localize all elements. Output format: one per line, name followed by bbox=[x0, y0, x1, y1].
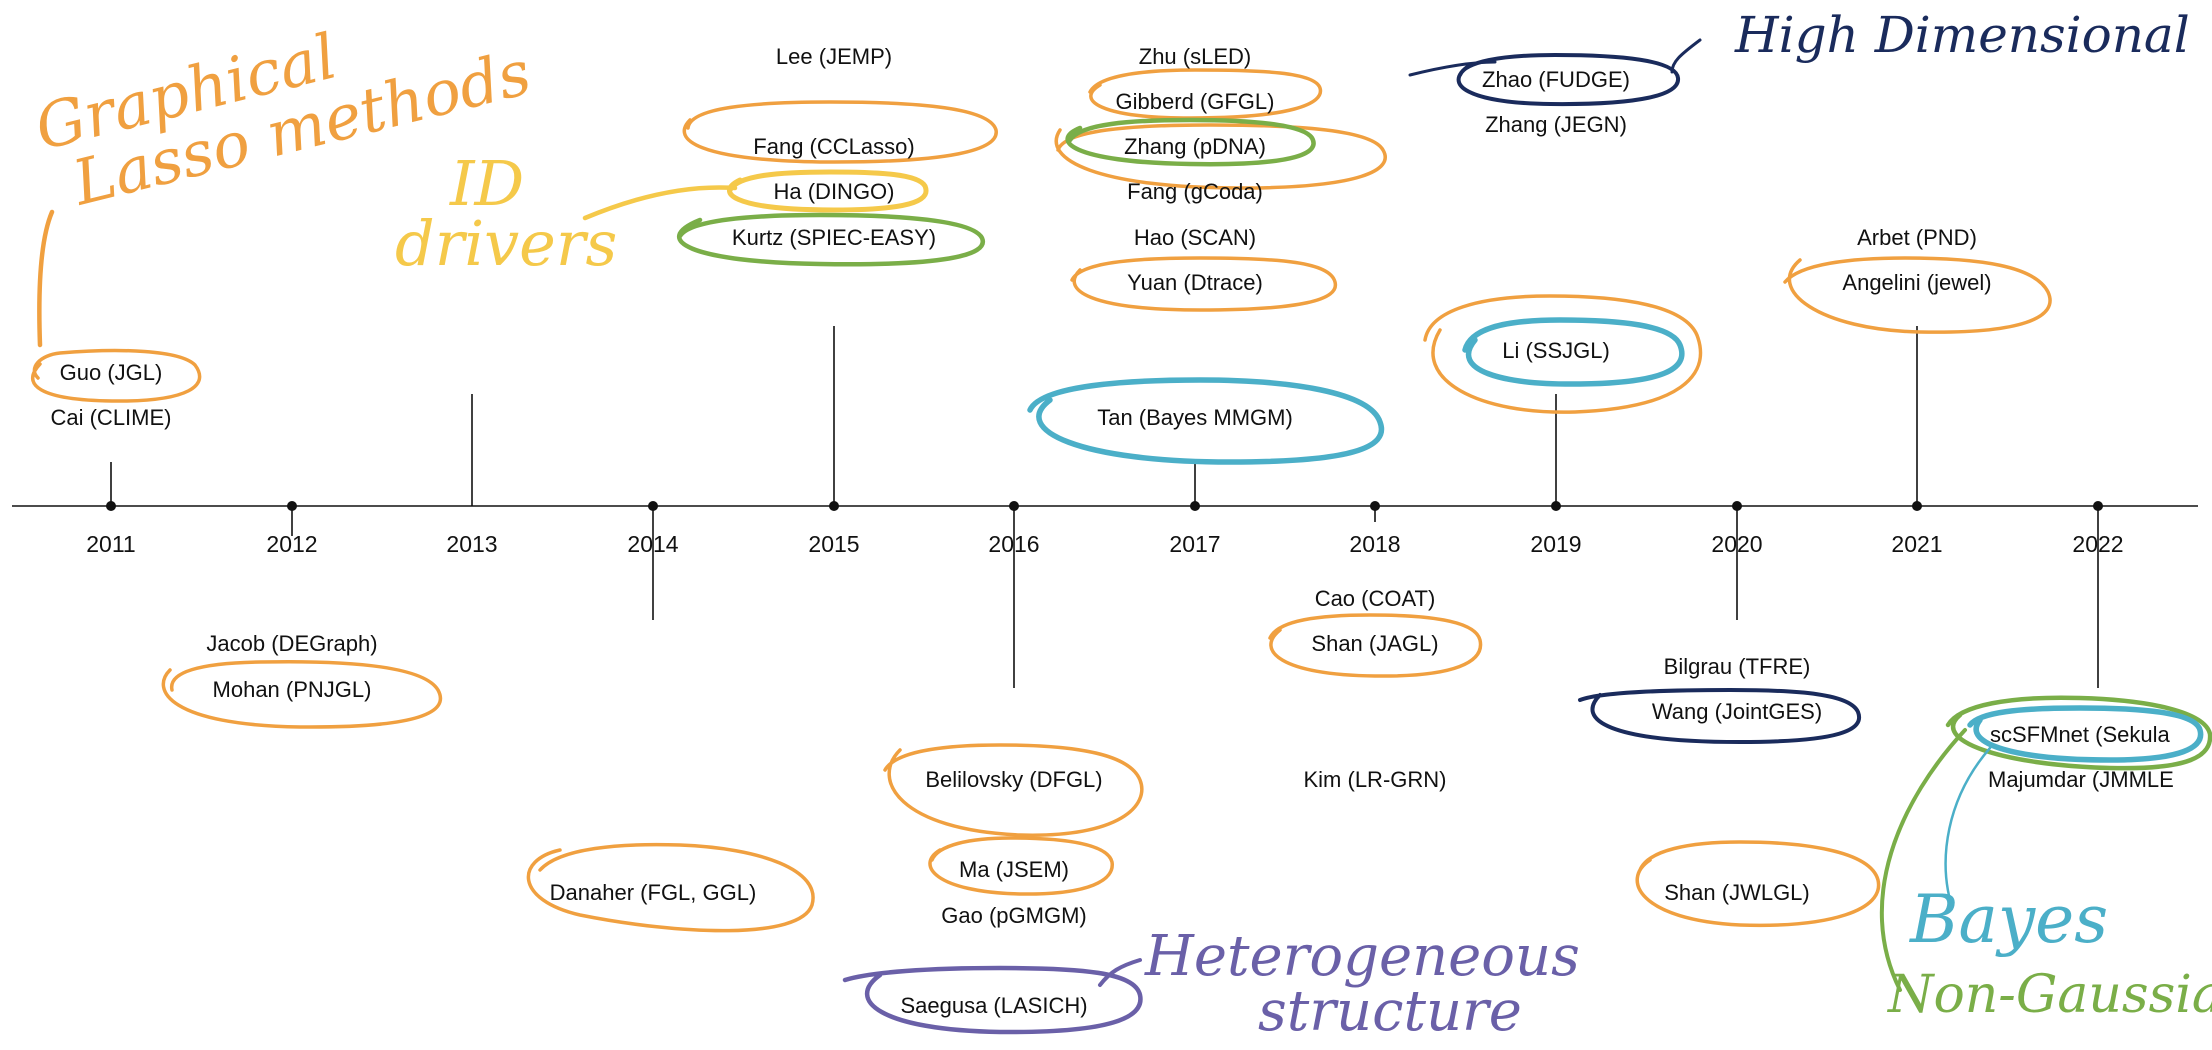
year-label: 2021 bbox=[1891, 531, 1942, 557]
paper-label: Gao (pGMGM) bbox=[941, 903, 1086, 928]
dot-2021 bbox=[1912, 501, 1922, 511]
connector-bayes-blue bbox=[1946, 748, 1990, 900]
paper-label: Zhang (JEGN) bbox=[1485, 112, 1627, 137]
paper-label: Kurtz (SPIEC-EASY) bbox=[732, 225, 936, 250]
year-label: 2014 bbox=[627, 531, 678, 557]
paper-label: Guo (JGL) bbox=[60, 360, 163, 385]
paper-label: Mohan (PNJGL) bbox=[213, 677, 372, 702]
dot-2022 bbox=[2093, 501, 2103, 511]
paper-label: Ha (DINGO) bbox=[774, 179, 895, 204]
year-label: 2011 bbox=[86, 531, 135, 557]
paper-label: Angelini (jewel) bbox=[1842, 270, 1991, 295]
paper-label: Shan (JWLGL) bbox=[1664, 880, 1810, 905]
paper-label: Wang (JointGES) bbox=[1652, 699, 1822, 724]
paper-label: Ma (JSEM) bbox=[959, 857, 1069, 882]
year-label: 2016 bbox=[988, 531, 1039, 557]
paper-label: Cai (CLIME) bbox=[50, 405, 171, 430]
year-label: 2020 bbox=[1711, 531, 1762, 557]
year-label: 2013 bbox=[446, 531, 497, 557]
paper-label: Zhang (pDNA) bbox=[1124, 134, 1266, 159]
dot-2018 bbox=[1370, 501, 1380, 511]
paper-label: Yuan (Dtrace) bbox=[1127, 270, 1263, 295]
dot-2011 bbox=[106, 501, 116, 511]
paper-label: Tan (Bayes MMGM) bbox=[1097, 405, 1293, 430]
dot-2015 bbox=[829, 501, 839, 511]
paper-label: Cao (COAT) bbox=[1315, 586, 1436, 611]
paper-label: Zhao (FUDGE) bbox=[1482, 67, 1630, 92]
year-label: 2019 bbox=[1530, 531, 1581, 557]
year-label: 2018 bbox=[1349, 531, 1400, 557]
dot-2017 bbox=[1190, 501, 1200, 511]
dot-2016 bbox=[1009, 501, 1019, 511]
paper-label: Bilgrau (TFRE) bbox=[1664, 654, 1811, 679]
year-label: 2022 bbox=[2072, 531, 2123, 557]
annotation-id-drivers-2: drivers bbox=[395, 207, 617, 280]
paper-label: Lee (JEMP) bbox=[776, 44, 892, 69]
paper-label: Majumdar (JMMLE bbox=[1988, 767, 2174, 792]
annotation-non-gaussian: Non-Gaussian bbox=[1886, 965, 2212, 1025]
year-labels: 2011 2012 2013 2014 2015 2016 2017 2018 … bbox=[86, 531, 2123, 557]
paper-label: Zhu (sLED) bbox=[1139, 44, 1251, 69]
annotation-bayes: Bayes bbox=[1909, 881, 2108, 958]
paper-label: Jacob (DEGraph) bbox=[206, 631, 377, 656]
dot-2014 bbox=[648, 501, 658, 511]
year-label: 2017 bbox=[1169, 531, 1220, 557]
paper-label: Hao (SCAN) bbox=[1134, 225, 1256, 250]
paper-label: Saegusa (LASICH) bbox=[900, 993, 1087, 1018]
year-stems bbox=[111, 326, 2098, 688]
year-label: 2012 bbox=[266, 531, 317, 557]
annotation-high-dimensional: High Dimensional bbox=[1734, 6, 2190, 64]
paper-label: Shan (JAGL) bbox=[1311, 631, 1438, 656]
paper-label: Danaher (FGL, GGL) bbox=[550, 880, 757, 905]
paper-label: Gibberd (GFGL) bbox=[1116, 89, 1275, 114]
dot-2012 bbox=[287, 501, 297, 511]
paper-label: Fang (gCoda) bbox=[1127, 179, 1263, 204]
paper-label: scSFMnet (Sekula bbox=[1990, 722, 2170, 747]
connector-graphical-lasso bbox=[39, 212, 52, 345]
paper-label: Kim (LR-GRN) bbox=[1304, 767, 1447, 792]
year-label: 2015 bbox=[808, 531, 859, 557]
dot-2019 bbox=[1551, 501, 1561, 511]
dot-2020 bbox=[1732, 501, 1742, 511]
annotation-heterogeneous-2: structure bbox=[1258, 979, 1522, 1044]
paper-label: Fang (CCLasso) bbox=[753, 134, 914, 159]
paper-label: Arbet (PND) bbox=[1857, 225, 1977, 250]
paper-label: Li (SSJGL) bbox=[1502, 338, 1610, 363]
paper-label: Belilovsky (DFGL) bbox=[925, 767, 1102, 792]
